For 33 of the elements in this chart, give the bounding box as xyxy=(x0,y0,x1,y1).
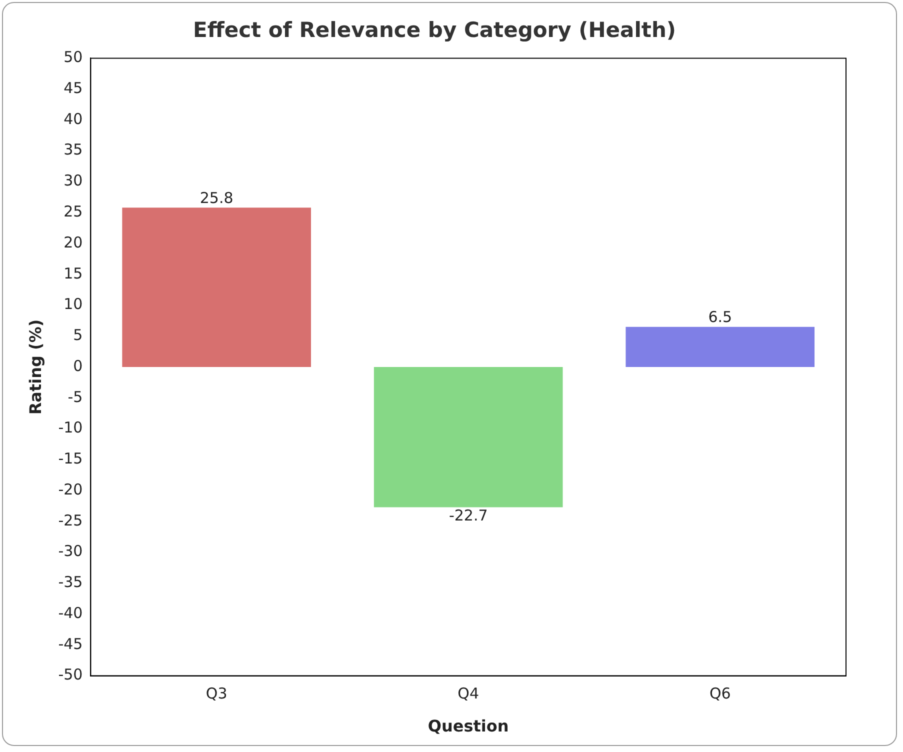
y-tick-label: 20 xyxy=(64,233,83,252)
y-tick-label: -50 xyxy=(58,666,83,684)
chart-title: Effect of Relevance by Category (Health) xyxy=(192,18,676,42)
x-tick-label: Q4 xyxy=(458,684,480,703)
y-tick-label: -10 xyxy=(58,418,83,437)
y-axis-title: Rating (%) xyxy=(26,319,45,415)
y-tick-label: 15 xyxy=(64,264,83,282)
bar xyxy=(374,367,563,508)
y-tick-label: -5 xyxy=(68,388,83,406)
x-axis-title: Question xyxy=(428,716,509,736)
y-tick-label: 0 xyxy=(73,356,83,375)
y-tick-label: 10 xyxy=(64,295,83,314)
y-tick-label: 35 xyxy=(64,140,83,159)
y-tick-label: 25 xyxy=(64,202,83,220)
data-label: 6.5 xyxy=(708,308,732,326)
y-tick-label: -30 xyxy=(58,542,83,560)
bar xyxy=(122,208,311,367)
x-tick-label: Q3 xyxy=(206,684,228,703)
y-tick-label: -35 xyxy=(58,573,83,592)
y-tick-label: -40 xyxy=(58,604,83,622)
x-tick-label: Q6 xyxy=(709,684,731,703)
y-tick-label: -25 xyxy=(58,511,83,530)
y-tick-label: 40 xyxy=(64,110,83,128)
y-tick-label: -20 xyxy=(58,480,83,498)
y-tick-label: -15 xyxy=(58,450,83,468)
y-tick-label: 5 xyxy=(73,326,83,344)
y-tick-label: 45 xyxy=(64,78,83,97)
y-tick-label: 50 xyxy=(64,48,83,66)
y-tick-label: 30 xyxy=(64,172,83,190)
y-tick-label: -45 xyxy=(58,634,83,653)
bar xyxy=(626,326,815,367)
data-label: 25.8 xyxy=(200,189,234,208)
data-label: -22.7 xyxy=(448,506,488,525)
